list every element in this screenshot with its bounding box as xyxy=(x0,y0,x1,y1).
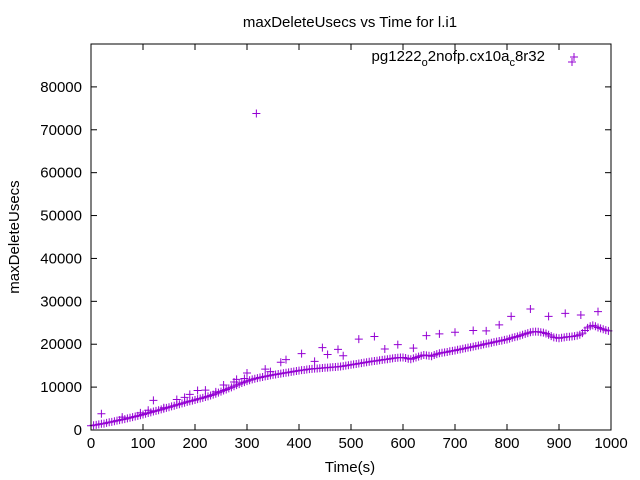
data-point xyxy=(393,340,402,349)
x-tick-label: 1000 xyxy=(594,435,627,452)
data-point xyxy=(339,351,348,360)
data-point xyxy=(507,312,516,321)
data-point xyxy=(185,390,194,399)
data-point xyxy=(323,350,332,359)
data-point xyxy=(495,320,504,329)
x-tick-label: 200 xyxy=(182,435,207,452)
data-point xyxy=(180,393,189,402)
data-point xyxy=(409,344,418,353)
axis-ticks: 0 100 200 300 400 500 600 700 800 900 100001000020… xyxy=(40,44,628,452)
y-tick-label: 0 xyxy=(74,422,82,439)
x-tick-label: 800 xyxy=(494,435,519,452)
data-point xyxy=(318,343,327,352)
data-point xyxy=(243,368,251,377)
legend-label: pg1222o2nofp.cx10ac8r32 xyxy=(372,48,545,69)
y-axis-label: maxDeleteUsecs xyxy=(6,180,23,293)
data-point xyxy=(266,367,275,376)
data-point xyxy=(149,396,158,405)
plot-frame xyxy=(90,43,612,431)
data-point xyxy=(526,305,535,314)
data-point xyxy=(240,374,249,383)
x-tick-label: 400 xyxy=(286,435,311,452)
data-point xyxy=(544,312,553,321)
data-point xyxy=(97,409,106,418)
x-axis-label: Time(s) xyxy=(325,459,375,476)
y-tick-label: 10000 xyxy=(40,379,82,396)
legend-marker-symbol xyxy=(570,53,578,61)
data-point xyxy=(568,58,576,67)
y-tick-label: 70000 xyxy=(40,122,82,139)
data-point xyxy=(136,408,145,417)
data-point xyxy=(219,380,228,389)
data-point xyxy=(435,329,444,338)
data-point xyxy=(561,309,570,318)
y-tick-label: 20000 xyxy=(40,336,82,353)
y-tick-label: 40000 xyxy=(40,250,82,267)
x-tick-label: 500 xyxy=(338,435,363,452)
data-point xyxy=(276,358,285,367)
legend: pg1222o2nofp.cx10ac8r32 xyxy=(372,48,578,69)
y-tick-label: 60000 xyxy=(40,165,82,182)
data-point xyxy=(261,365,270,374)
x-tick-label: 600 xyxy=(390,435,415,452)
data-point xyxy=(282,355,290,364)
x-tick-label: 0 xyxy=(87,435,95,452)
data-point xyxy=(370,332,379,341)
data-point xyxy=(451,328,459,337)
data-points xyxy=(87,58,613,430)
x-tick-label: 700 xyxy=(442,435,467,452)
data-point xyxy=(118,413,127,422)
data-point xyxy=(159,403,168,412)
data-point xyxy=(144,406,153,415)
chart-title: maxDeleteUsecs vs Time for l.i1 xyxy=(243,14,457,31)
data-point xyxy=(211,387,220,396)
x-tick-label: 900 xyxy=(546,435,571,452)
x-tick-label: 300 xyxy=(234,435,259,452)
legend-marker xyxy=(570,53,578,61)
y-tick-label: 80000 xyxy=(40,79,82,96)
data-point xyxy=(232,375,241,384)
data-point xyxy=(297,349,306,358)
data-point xyxy=(469,326,478,335)
data-point xyxy=(334,345,342,354)
x-tick-label: 100 xyxy=(130,435,155,452)
y-tick-label: 50000 xyxy=(40,208,82,225)
data-point xyxy=(354,335,363,344)
data-point xyxy=(482,326,491,335)
data-point xyxy=(310,357,319,366)
data-point xyxy=(594,307,602,316)
data-point xyxy=(193,386,202,395)
data-point xyxy=(201,386,210,395)
data-point xyxy=(576,311,585,320)
data-point xyxy=(172,395,181,404)
data-point xyxy=(380,344,389,353)
y-tick-label: 30000 xyxy=(40,293,82,310)
data-point xyxy=(252,109,261,118)
data-point xyxy=(422,331,431,340)
